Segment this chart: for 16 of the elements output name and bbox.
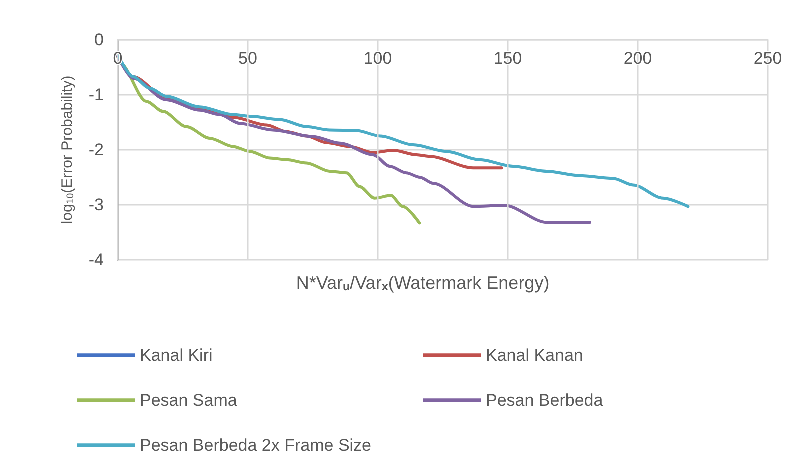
legend-label: Pesan Berbeda bbox=[486, 391, 604, 410]
legend-label: Kanal Kiri bbox=[140, 346, 213, 365]
y-tick-label: -4 bbox=[88, 250, 104, 270]
y-tick-label: -2 bbox=[88, 140, 104, 160]
x-tick-label: 100 bbox=[364, 49, 392, 68]
x-tick-label: 150 bbox=[494, 49, 522, 68]
y-axis-title: log10(Error Probability) bbox=[59, 76, 76, 224]
y-tick-label: -3 bbox=[88, 196, 104, 214]
legend-label: Pesan Berbeda 2x Frame Size bbox=[140, 436, 372, 455]
x-tick-label: 50 bbox=[238, 49, 258, 68]
x-tick-label: 250 bbox=[754, 49, 782, 68]
y-tick-label: 0 bbox=[94, 30, 104, 50]
x-tick-label: 200 bbox=[624, 49, 652, 68]
y-tick-label: -1 bbox=[88, 86, 104, 104]
legend-label: Kanal Kanan bbox=[486, 346, 584, 365]
legend-label: Pesan Sama bbox=[140, 391, 238, 410]
